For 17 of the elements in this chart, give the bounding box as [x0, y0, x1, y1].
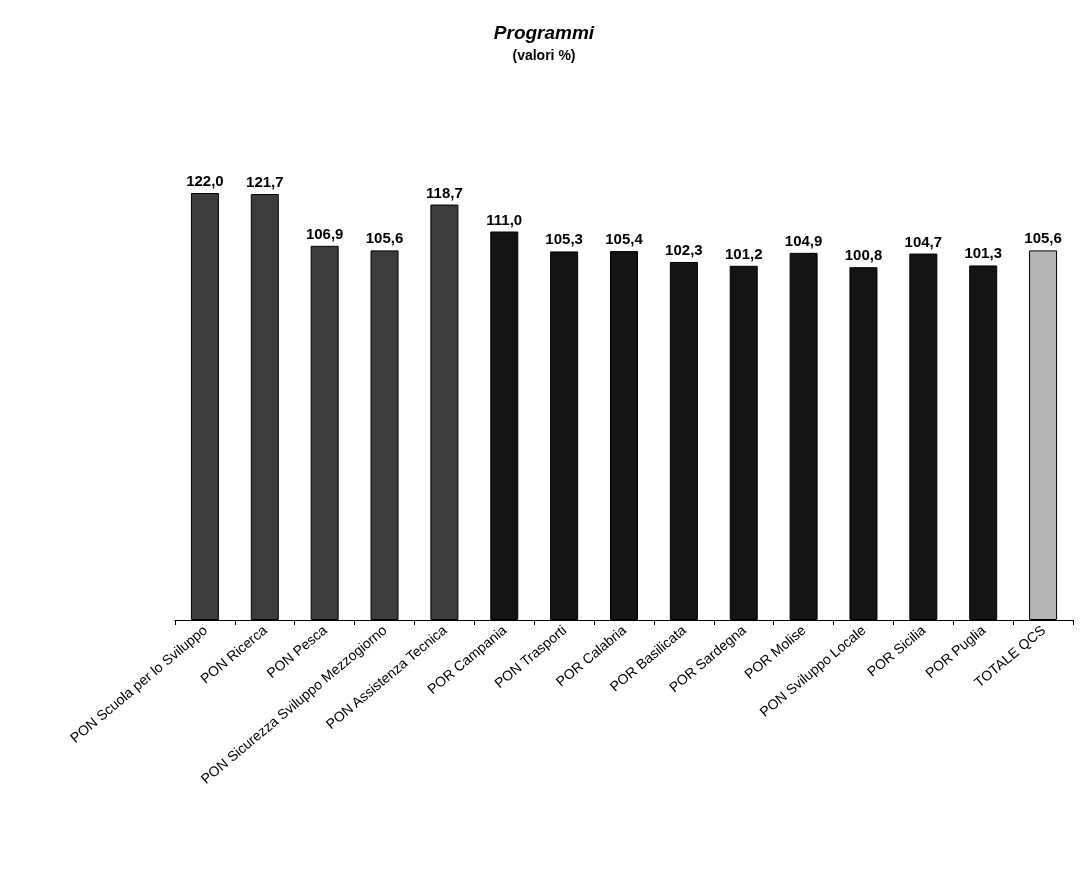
data-label: 105,6 [1024, 229, 1062, 247]
data-label: 104,7 [904, 232, 943, 250]
chart-title: Programmi [493, 22, 595, 43]
chart-subtitle: (valori %) [512, 47, 576, 63]
data-label: 105,3 [545, 230, 583, 248]
data-label: 106,9 [305, 224, 344, 242]
data-label: 105,6 [365, 229, 404, 247]
data-label: 105,4 [605, 230, 644, 248]
data-label: 122,0 [186, 172, 224, 189]
data-label: 102,3 [665, 240, 703, 258]
data-label: 121,7 [246, 173, 284, 191]
data-label: 100,8 [844, 246, 883, 264]
data-label: 111,0 [486, 210, 523, 228]
data-label: 101,2 [724, 244, 763, 262]
data-label: 101,3 [964, 244, 1002, 262]
data-label: 118,7 [426, 183, 463, 201]
data-label: 104,9 [784, 231, 823, 249]
